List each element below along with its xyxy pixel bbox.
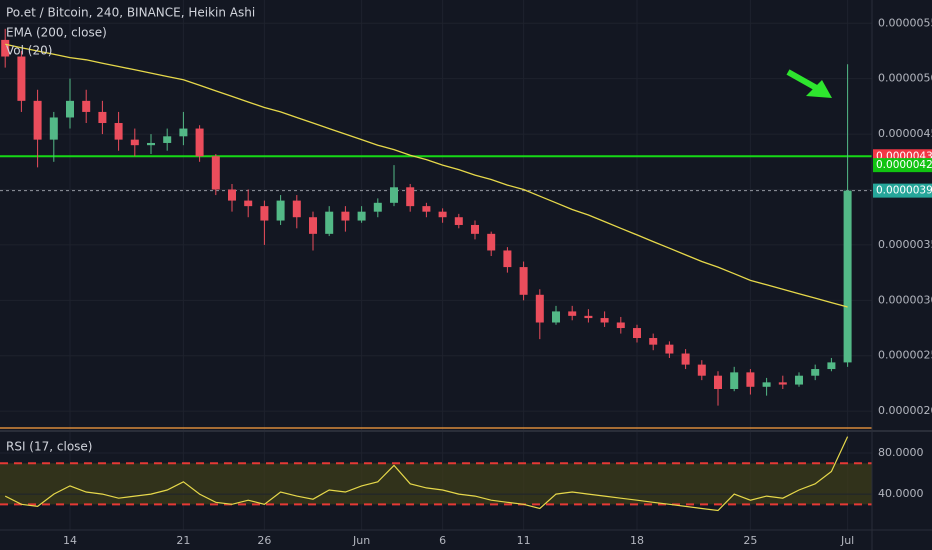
y-tick-label: 80.0000	[878, 446, 924, 459]
candle-body	[325, 211, 334, 234]
candle-body	[309, 217, 317, 234]
x-tick-label: 26	[257, 534, 271, 547]
candle-body	[195, 128, 204, 157]
candle-body	[730, 372, 739, 389]
candle-body	[633, 328, 641, 339]
rsi-line	[4, 436, 849, 512]
candle-body	[163, 136, 172, 143]
candle-body	[649, 338, 658, 345]
arrow	[786, 69, 832, 98]
rsi-band	[0, 463, 872, 505]
y-tick-label: 0.00000300	[878, 293, 932, 306]
volume-legend: Vol (20)	[6, 44, 52, 58]
y-tick-label: 0.00000450	[878, 127, 932, 140]
candle-body	[438, 211, 447, 218]
price-label: 0.00000399	[876, 185, 932, 197]
y-tick-label: 0.00000350	[878, 238, 932, 251]
price-label: 0.00000422	[876, 159, 932, 171]
candle-body	[373, 202, 382, 212]
candle-body	[211, 156, 220, 190]
candle-body	[568, 311, 577, 316]
x-tick-label: 6	[439, 534, 446, 547]
candle-body	[66, 100, 74, 118]
candle-body	[17, 56, 26, 101]
candle-body	[795, 375, 803, 385]
candle-body	[519, 267, 528, 295]
chart-title: Po.et / Bitcoin, 240, BINANCE, Heikin As…	[6, 6, 255, 20]
candle-body	[33, 100, 42, 140]
plot	[0, 28, 872, 512]
ema-legend: EMA (200, close)	[6, 26, 107, 40]
x-tick-label: 25	[743, 534, 757, 547]
candle-body	[98, 111, 107, 124]
x-tick-label: 14	[63, 534, 77, 547]
candle-body	[616, 322, 625, 329]
candle-body	[714, 375, 722, 389]
y-tick-label: 0.00000550	[878, 16, 932, 29]
y-tick-label: 40.0000	[878, 487, 924, 500]
x-tick-label: Jun	[352, 534, 370, 547]
candle-body	[1, 39, 10, 57]
candle-body	[292, 200, 301, 218]
candle-body	[681, 353, 690, 365]
candle-body	[843, 190, 852, 363]
candle-body	[114, 123, 123, 140]
candle-body	[471, 224, 479, 234]
candle-body	[406, 187, 415, 207]
candle-body	[130, 139, 139, 146]
candle-body	[260, 206, 269, 221]
candle-body	[535, 294, 544, 323]
candle-body	[778, 382, 787, 385]
price-label-box	[873, 183, 932, 198]
x-tick-label: 21	[176, 534, 190, 547]
x-tick-label: 18	[630, 534, 644, 547]
candle-body	[341, 211, 350, 221]
price-label-box	[873, 158, 932, 173]
y-tick-label: 0.00000200	[878, 404, 932, 417]
candle-body	[49, 117, 58, 140]
candle-body	[390, 187, 398, 203]
candle-body	[82, 100, 91, 112]
y-tick-label: 0.00000250	[878, 349, 932, 362]
candle-body	[827, 362, 836, 370]
rsi-legend: RSI (17, close)	[6, 440, 92, 454]
x-tick-label: 11	[517, 534, 531, 547]
candle-body	[228, 189, 236, 201]
candle-body	[552, 311, 560, 323]
candle-body	[746, 372, 755, 387]
candle-body	[600, 318, 609, 323]
candle-body	[584, 315, 593, 319]
candle-body	[762, 382, 771, 387]
arrow-head	[806, 80, 832, 98]
candle-body	[422, 206, 431, 212]
candle-body	[454, 217, 463, 225]
candle-body	[276, 200, 285, 221]
candle-body	[503, 250, 512, 268]
candle-body	[147, 142, 155, 146]
arrow-shaft	[786, 69, 822, 93]
candle-body	[811, 369, 820, 376]
candle-body	[357, 211, 366, 221]
candle-body	[665, 344, 674, 354]
candle-body	[487, 233, 496, 251]
candle-body	[179, 128, 188, 137]
axis: 14 21 26 Jun 6 11 18 25 Jul 0.00000200 0.00000250 0…	[63, 16, 932, 547]
ema-line	[5, 43, 848, 308]
x-tick-label: Jul	[840, 534, 854, 547]
candle-body	[244, 200, 253, 207]
y-tick-label: 0.00000500	[878, 72, 932, 85]
candle-body	[697, 364, 706, 376]
